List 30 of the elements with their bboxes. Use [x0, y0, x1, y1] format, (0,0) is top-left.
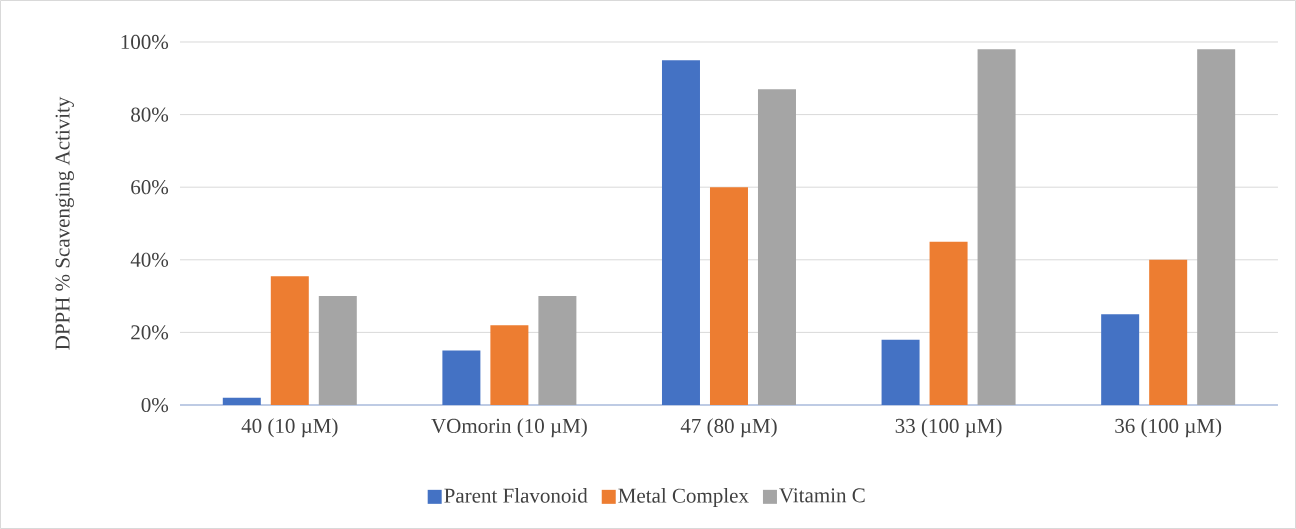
x-tick-label: 40 (10 µM) — [241, 418, 338, 438]
x-tick-label: 47 (80 µM) — [680, 418, 777, 438]
bar — [709, 187, 748, 405]
bar — [929, 241, 968, 405]
bar — [318, 296, 357, 405]
legend-label: Metal Complex — [618, 487, 749, 508]
y-axis-title: DPPH % Scavenging Activity — [55, 96, 74, 350]
bar — [270, 276, 309, 405]
bar — [757, 89, 796, 405]
y-tick-label: 60% — [131, 180, 169, 195]
bar — [490, 325, 529, 405]
bar — [1149, 259, 1188, 405]
bar — [1197, 49, 1236, 405]
bar — [977, 49, 1016, 405]
bar — [661, 60, 700, 405]
bar — [442, 350, 481, 405]
bar — [881, 339, 920, 405]
y-tick-label: 100% — [121, 34, 169, 50]
bar — [538, 296, 577, 405]
y-tick-label: 40% — [130, 252, 169, 267]
bar — [1101, 314, 1140, 405]
x-tick-label: 33 (100 µM) — [895, 418, 1002, 438]
x-tick-label: VOmorin (10 µM) — [431, 418, 587, 438]
legend-label: Vitamin C — [779, 488, 865, 503]
bar — [222, 397, 261, 405]
y-tick-label: 80% — [131, 107, 169, 122]
legend-label: Parent Flavonoid — [444, 487, 588, 503]
y-tick-label: 20% — [131, 325, 169, 340]
x-tick-label: 36 (100 µM) — [1115, 418, 1222, 438]
y-tick-label: 0% — [141, 397, 169, 413]
